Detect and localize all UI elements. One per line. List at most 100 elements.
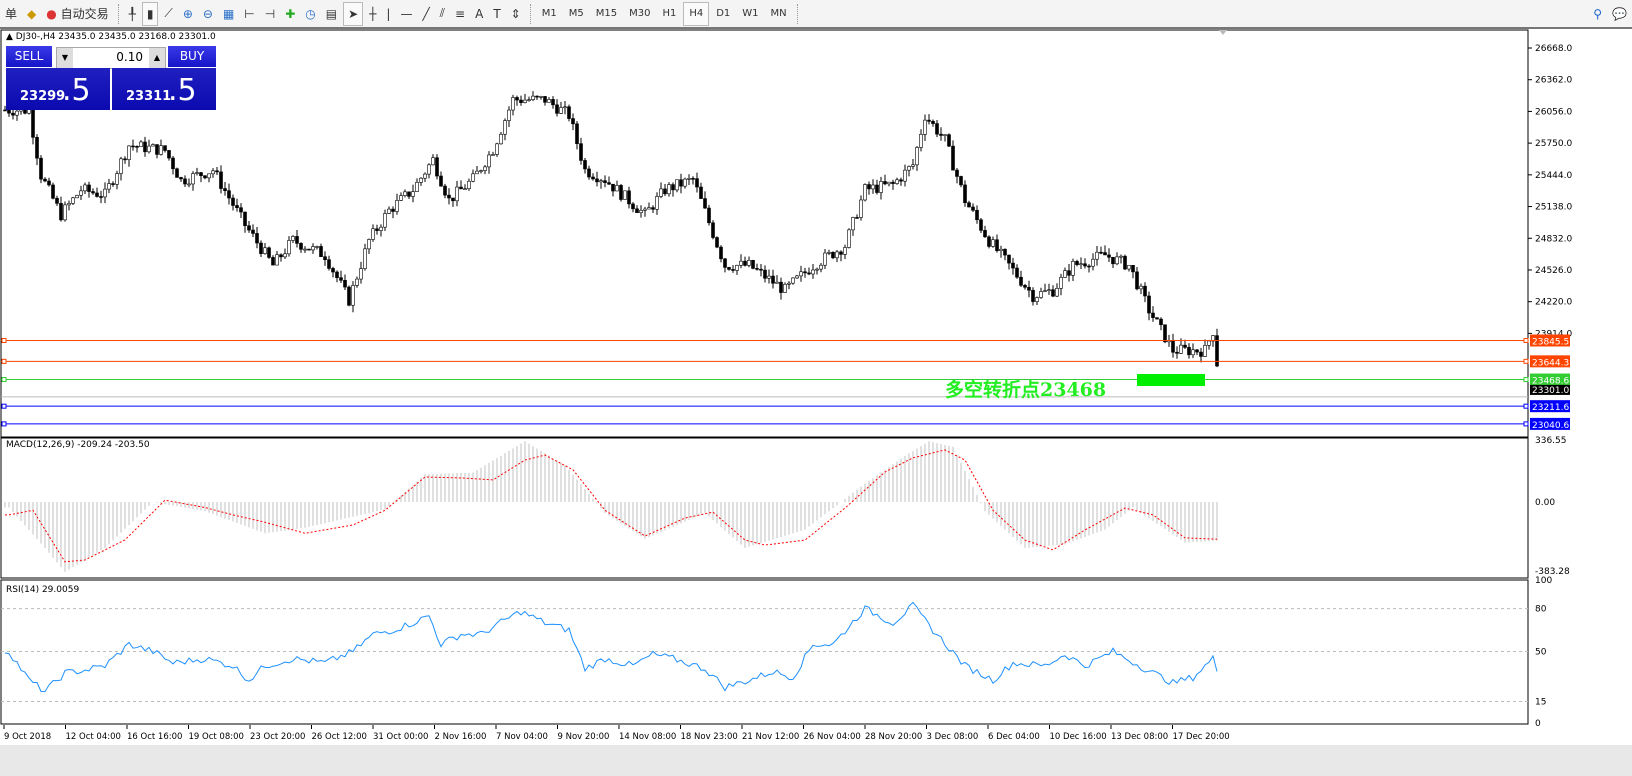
arrows-icon[interactable]: ⇕	[510, 6, 521, 21]
candle	[1111, 256, 1115, 265]
candle	[547, 99, 551, 103]
chart-shift-icon[interactable]: ⊢	[244, 6, 255, 21]
timeframe-m5[interactable]: M5	[568, 8, 584, 19]
zoom-in-icon[interactable]: ⊕	[182, 6, 193, 21]
buy-price[interactable]: 23311.5	[112, 68, 216, 110]
text-icon[interactable]: A	[475, 6, 484, 21]
candle	[143, 141, 147, 153]
zoom-out-icon[interactable]: ⊖	[202, 6, 213, 21]
fibo-icon[interactable]: ≡	[455, 6, 466, 21]
candle	[995, 239, 999, 251]
candle	[1023, 285, 1027, 288]
candle	[155, 144, 159, 155]
candle	[795, 275, 799, 279]
candle	[159, 145, 163, 155]
trendline-icon[interactable]: ╱	[422, 6, 430, 21]
timeframe-h1[interactable]: H1	[662, 8, 677, 19]
timeframe-m30[interactable]: M30	[629, 8, 651, 19]
metaeditor-icon[interactable]: ◆	[27, 6, 37, 21]
timeframe-w1[interactable]: W1	[742, 8, 759, 19]
horizontal-line-icon[interactable]: —	[400, 6, 413, 21]
candle	[999, 248, 1003, 251]
rsi-axis-label: 50	[1535, 648, 1547, 658]
candle	[879, 181, 883, 193]
candle	[723, 258, 727, 268]
sell-price[interactable]: 23299.5	[6, 68, 110, 110]
candle	[75, 195, 79, 199]
candle	[531, 95, 535, 100]
candle	[1039, 291, 1043, 298]
timeframe-mn[interactable]: MN	[770, 8, 787, 19]
candle	[379, 226, 383, 231]
candle	[543, 96, 547, 103]
periods-icon[interactable]: ◷	[305, 6, 316, 21]
candle	[7, 109, 11, 114]
auto-trading-button[interactable]: ● 自动交易	[42, 3, 112, 25]
candlestick-icon[interactable]: ▮	[141, 1, 159, 26]
candle	[211, 170, 215, 175]
chat-icon[interactable]: 💬	[1612, 6, 1627, 21]
line-chart-icon[interactable]: ⟋	[164, 6, 173, 20]
candle	[767, 275, 771, 279]
candle	[1019, 276, 1023, 286]
fibo-fan-icon[interactable]: ⫽	[439, 6, 446, 20]
timeframe-m1[interactable]: M1	[541, 8, 557, 19]
timeframe-d1[interactable]: D1	[716, 8, 731, 19]
candle	[891, 181, 895, 184]
bar-chart-icon[interactable]: ╀	[128, 6, 136, 21]
level-price-label: 23845.5	[1532, 337, 1569, 347]
macd-axis-label: 336.55	[1535, 436, 1567, 446]
candle	[1047, 289, 1051, 292]
indicators-icon[interactable]: ✚	[285, 6, 296, 21]
lot-size-value[interactable]: 0.10	[116, 50, 143, 64]
time-axis-label: 18 Nov 23:00	[681, 732, 738, 742]
candle	[1099, 251, 1103, 254]
vertical-line-icon[interactable]: |	[386, 6, 391, 21]
new-order-button[interactable]: 单	[5, 7, 18, 21]
candle	[1215, 335, 1219, 367]
candle	[423, 173, 427, 179]
tile-windows-icon[interactable]: ▦	[222, 6, 235, 21]
level-handle	[1, 377, 7, 383]
candle	[147, 145, 151, 153]
bid-main: 23299	[20, 89, 66, 104]
time-axis-label: 12 Oct 04:00	[66, 732, 121, 742]
candle	[1063, 270, 1067, 278]
price-axis-label: 26362.0	[1535, 76, 1572, 86]
timeframe-h4[interactable]: H4	[683, 1, 710, 26]
candle	[91, 191, 95, 194]
candle	[635, 208, 639, 213]
candle	[139, 141, 143, 148]
chart-window[interactable]: 26668.0 26362.0 26056.0 25750.0 25444.0 25138…	[0, 29, 1632, 745]
candle	[687, 178, 691, 180]
lot-increase-button[interactable]: ▲	[149, 48, 165, 68]
sell-button[interactable]: SELL	[6, 46, 52, 67]
text-label-icon[interactable]: T	[493, 6, 501, 21]
crosshair-icon[interactable]: ┼	[369, 6, 377, 21]
candle	[287, 240, 291, 255]
time-axis-label: 9 Nov 20:00	[558, 732, 610, 742]
lot-size-stepper[interactable]: ▼ 0.10 ▲	[56, 47, 166, 69]
autoscroll-icon[interactable]: ⊣	[264, 6, 276, 21]
search-icon[interactable]: ⚲	[1593, 6, 1603, 21]
candle	[863, 184, 867, 201]
candle	[135, 146, 139, 148]
templates-icon[interactable]: ▤	[325, 6, 338, 21]
candle	[1127, 264, 1131, 270]
lot-decrease-button[interactable]: ▼	[57, 48, 73, 68]
rsi-label: RSI(14) 29.0059	[6, 585, 79, 595]
buy-button[interactable]: BUY	[168, 46, 216, 67]
candle	[703, 198, 707, 209]
timeframe-m15[interactable]: M15	[595, 8, 618, 19]
candle	[799, 271, 803, 277]
cursor-icon[interactable]: ➤	[343, 1, 364, 26]
candle	[303, 248, 307, 251]
candle	[839, 251, 843, 255]
candle	[495, 143, 499, 155]
macd-axis-label: -383.28	[1535, 567, 1570, 577]
candle	[1135, 271, 1139, 290]
chart-canvas[interactable]: 26668.0 26362.0 26056.0 25750.0 25444.0 25138…	[0, 29, 1632, 745]
pivot-annotation[interactable]: 多空转折点23468	[945, 379, 1107, 401]
candle	[199, 172, 203, 177]
candle	[875, 184, 879, 193]
